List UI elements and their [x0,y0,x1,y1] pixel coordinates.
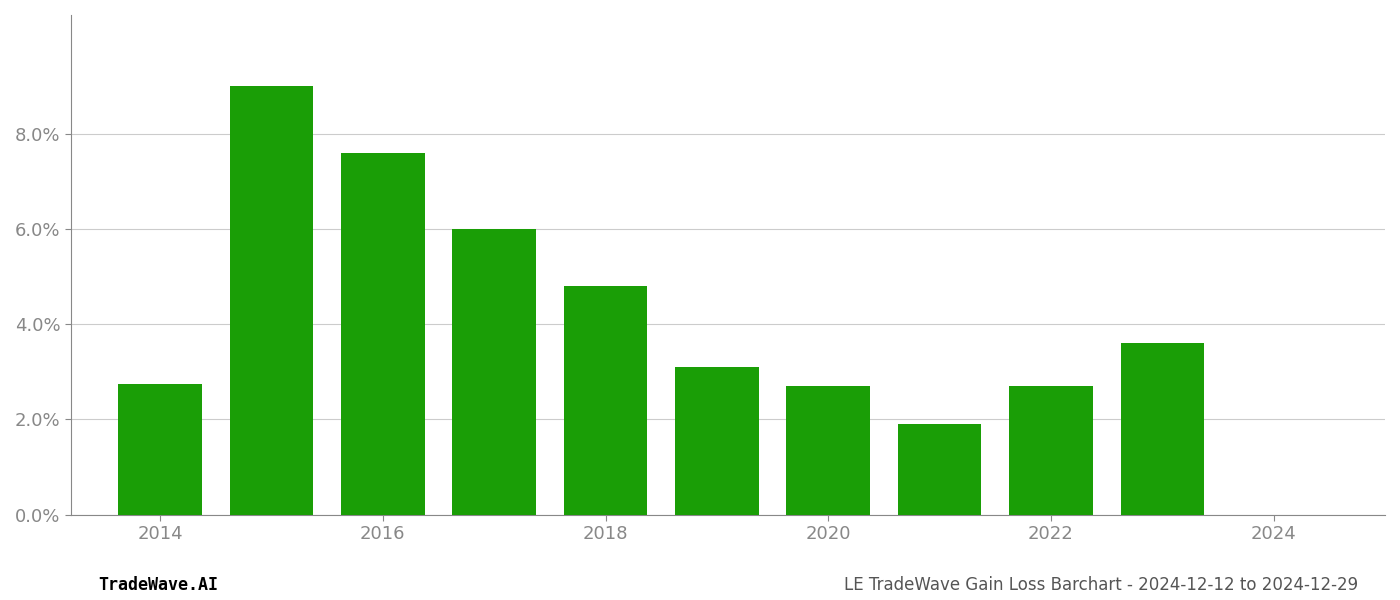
Bar [342,153,424,515]
Bar [119,384,202,515]
Bar [897,424,981,515]
Bar [564,286,647,515]
Text: LE TradeWave Gain Loss Barchart - 2024-12-12 to 2024-12-29: LE TradeWave Gain Loss Barchart - 2024-1… [844,576,1358,594]
Bar [787,386,869,515]
Bar [1009,386,1092,515]
Bar [675,367,759,515]
Bar [230,86,314,515]
Text: TradeWave.AI: TradeWave.AI [98,576,218,594]
Bar [452,229,536,515]
Bar [1120,343,1204,515]
